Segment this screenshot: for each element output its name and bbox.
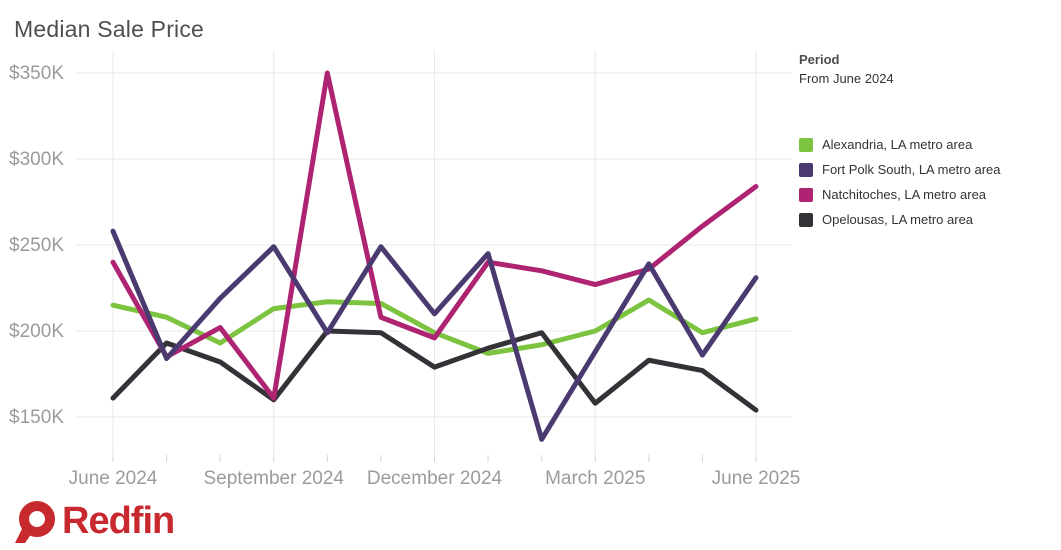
legend-label-opelousas: Opelousas, LA metro area: [822, 212, 974, 227]
legend-label-fort-polk-south: Fort Polk South, LA metro area: [822, 162, 1001, 177]
period-label: Period: [799, 52, 840, 67]
page-title: Median Sale Price: [14, 16, 205, 42]
x-axis-label: December 2024: [367, 468, 503, 489]
redfin-logo[interactable]: Redfin: [13, 499, 175, 543]
redfin-logo-text: Redfin: [62, 500, 175, 542]
series-line-alexandria[interactable]: [110, 297, 759, 356]
x-axis-label: March 2025: [545, 468, 645, 489]
y-axis-label: $200K: [9, 321, 64, 342]
legend-item-alexandria[interactable]: Alexandria, LA metro area: [799, 138, 1061, 152]
legend-swatch-alexandria: [799, 138, 813, 152]
chart-legend: Period From June 2024 Alexandria, LA met…: [799, 52, 1061, 238]
legend-label-alexandria: Alexandria, LA metro area: [822, 137, 973, 152]
series-line-opelousas[interactable]: [110, 328, 759, 413]
legend-item-natchitoches[interactable]: Natchitoches, LA metro area: [799, 188, 1061, 202]
series-line-natchitoches[interactable]: [110, 70, 759, 401]
x-axis-label: June 2024: [69, 468, 158, 489]
x-axis-label: September 2024: [204, 468, 345, 489]
legend-swatch-natchitoches: [799, 188, 813, 202]
x-axis-label: June 2025: [712, 468, 801, 489]
series-line-fort-polk-south[interactable]: [110, 228, 759, 442]
y-axis-label: $150K: [9, 407, 64, 428]
y-axis-label: $350K: [9, 63, 64, 84]
legend-item-fort-polk-south[interactable]: Fort Polk South, LA metro area: [799, 163, 1061, 177]
legend-label-natchitoches: Natchitoches, LA metro area: [822, 187, 987, 202]
period-value: From June 2024: [799, 71, 894, 86]
legend-swatch-fort-polk-south: [799, 163, 813, 177]
legend-swatch-opelousas: [799, 213, 813, 227]
legend-item-opelousas[interactable]: Opelousas, LA metro area: [799, 213, 1061, 227]
y-axis-label: $300K: [9, 149, 64, 170]
redfin-house-icon: [15, 501, 55, 543]
legend-items: Alexandria, LA metro area Fort Polk South…: [799, 138, 1061, 227]
y-axis-label: $250K: [9, 235, 64, 256]
